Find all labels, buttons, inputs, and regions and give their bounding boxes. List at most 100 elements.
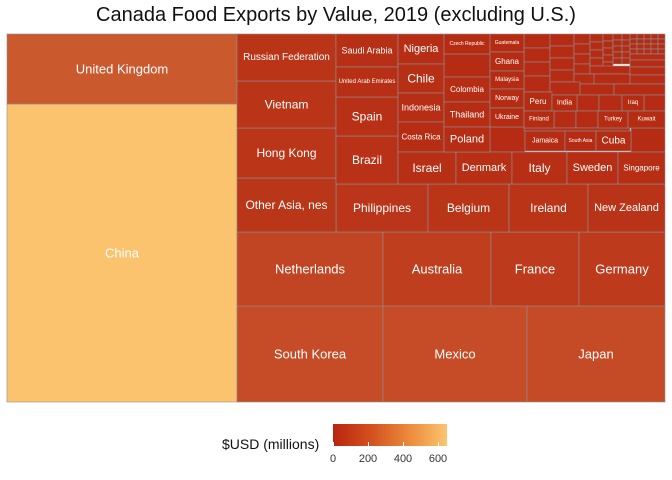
treemap-rect: [455, 151, 513, 185]
treemap-rect: [397, 121, 445, 153]
treemap-label: New Zealand: [594, 202, 659, 214]
treemap-tile-peru: Peru: [523, 91, 553, 112]
treemap-tile-minor: [549, 45, 575, 59]
treemap-tile-minor: [523, 75, 551, 93]
treemap-tile-south-korea: South Korea: [236, 305, 384, 403]
treemap-rect: [335, 135, 399, 185]
treemap-tile-minor: [549, 81, 581, 96]
treemap-label: Saudi Arabia: [341, 46, 392, 56]
treemap-tile-denmark: Denmark: [455, 151, 513, 185]
treemap-rect: [335, 96, 399, 137]
treemap-tile-minor: [573, 33, 591, 45]
treemap-tile-minor: [523, 33, 551, 49]
treemap-tile-minor: [612, 33, 623, 41]
treemap-tile-chile: Chile: [397, 63, 445, 94]
legend-tick-label: 600: [428, 453, 448, 465]
treemap-label: Ireland: [530, 201, 567, 215]
treemap-label: Hong Kong: [256, 146, 316, 160]
treemap-tile-minor: [629, 43, 638, 50]
treemap-tile-colombia: Colombia: [443, 76, 491, 103]
treemap-tile-minor: [593, 73, 631, 85]
treemap-label: Colombia: [450, 85, 484, 94]
treemap-label: South Korea: [274, 347, 347, 362]
treemap-tile-minor: [621, 51, 631, 59]
treemap-rect: [551, 94, 578, 112]
treemap-rect: [443, 126, 491, 153]
treemap-tile-hong-kong: Hong Kong: [236, 127, 337, 179]
treemap-tile-turkey: Turkey: [597, 110, 629, 129]
treemap-tile-minor: [589, 65, 631, 75]
treemap-rect: [427, 183, 510, 233]
treemap-tile-minor: [643, 94, 666, 112]
treemap-tile-minor: [621, 33, 631, 41]
treemap-tile-minor: [636, 48, 645, 55]
treemap-tile-norway: Norway: [489, 88, 525, 109]
treemap-tile-minor: [598, 94, 623, 112]
treemap-rect: [335, 66, 399, 98]
treemap-tile-minor: [657, 38, 666, 45]
treemap-rect: [587, 183, 666, 233]
treemap-tile-china: China: [6, 103, 238, 403]
treemap-tile-minor: [549, 33, 575, 47]
treemap-tile-sweden: Sweden: [566, 151, 619, 185]
treemap-tile-ireland: Ireland: [508, 183, 589, 233]
treemap-rect: [6, 33, 238, 105]
treemap-tile-malaysia: Malaysia: [489, 70, 525, 90]
treemap-rect: [382, 231, 492, 307]
treemap-tile-poland: Poland: [443, 126, 491, 153]
treemap-tile-minor: [612, 39, 623, 47]
treemap-tile-minor: [657, 43, 666, 50]
treemap-label: Ghana: [495, 57, 520, 66]
treemap-tile-minor: [629, 66, 666, 76]
treemap-tile-minor: [575, 110, 599, 129]
treemap-tile-minor: [629, 53, 666, 61]
treemap-tile-minor: [523, 61, 551, 77]
treemap-label: Other Asia, nes: [245, 198, 327, 212]
treemap-rect: [236, 33, 337, 82]
treemap-rect: [627, 110, 666, 129]
treemap-tile-minor: [523, 127, 631, 132]
treemap-rect: [511, 151, 568, 185]
treemap-tile-minor: [613, 83, 666, 96]
treemap-label: Chile: [407, 72, 435, 86]
legend-tickmark: [438, 442, 439, 446]
treemap-tile-brazil: Brazil: [335, 135, 399, 185]
treemap-label: Denmark: [462, 162, 507, 174]
treemap-tile-minor: [629, 59, 666, 68]
treemap-tile-minor: [553, 110, 577, 129]
treemap-rect: [397, 33, 445, 65]
treemap-tile-minor: [602, 47, 614, 56]
treemap-label: Nigeria: [404, 43, 440, 55]
treemap-tile-japan: Japan: [526, 305, 666, 403]
treemap-tile-minor: [630, 127, 666, 153]
treemap-tile-minor: [573, 63, 591, 75]
treemap-tile-indonesia: Indonesia: [397, 92, 445, 123]
treemap-tile-india: India: [551, 94, 578, 112]
treemap-tile-russian-federation: Russian Federation: [236, 33, 337, 82]
legend-tick-label: 0: [329, 453, 337, 465]
treemap-rect: [578, 231, 666, 307]
treemap-tile-minor: [650, 43, 659, 50]
treemap-tile-philippines: Philippines: [335, 183, 429, 233]
treemap-label: Thailand: [450, 110, 485, 120]
color-legend: $USD (millions) 0 200 400 600: [222, 424, 462, 470]
treemap-label: Mexico: [434, 347, 475, 362]
treemap-tile-israel: Israel: [397, 151, 457, 185]
treemap-tile-spain: Spain: [335, 96, 399, 137]
treemap-label: Kuwait: [637, 117, 655, 123]
legend-tick-label: 200: [358, 453, 378, 465]
treemap-label: Finland: [529, 117, 549, 123]
treemap-tile-cuba: Cuba: [595, 130, 632, 152]
chart-title: Canada Food Exports by Value, 2019 (excl…: [96, 4, 576, 26]
treemap-tile-minor: [657, 33, 666, 40]
treemap-tile-jamaica: Jamaica: [524, 130, 566, 152]
treemap-tile-finland: Finland: [523, 110, 555, 129]
treemap-tile-minor: [612, 57, 623, 65]
treemap-label: Australia: [412, 262, 463, 277]
treemap-tile-minor: [523, 47, 551, 63]
treemap-tile-minor: [489, 126, 526, 153]
treemap-rect: [595, 130, 632, 152]
treemap-label: Belgium: [447, 201, 490, 215]
treemap-tile-minor: [650, 33, 659, 40]
treemap-tile-minor: [602, 33, 614, 42]
